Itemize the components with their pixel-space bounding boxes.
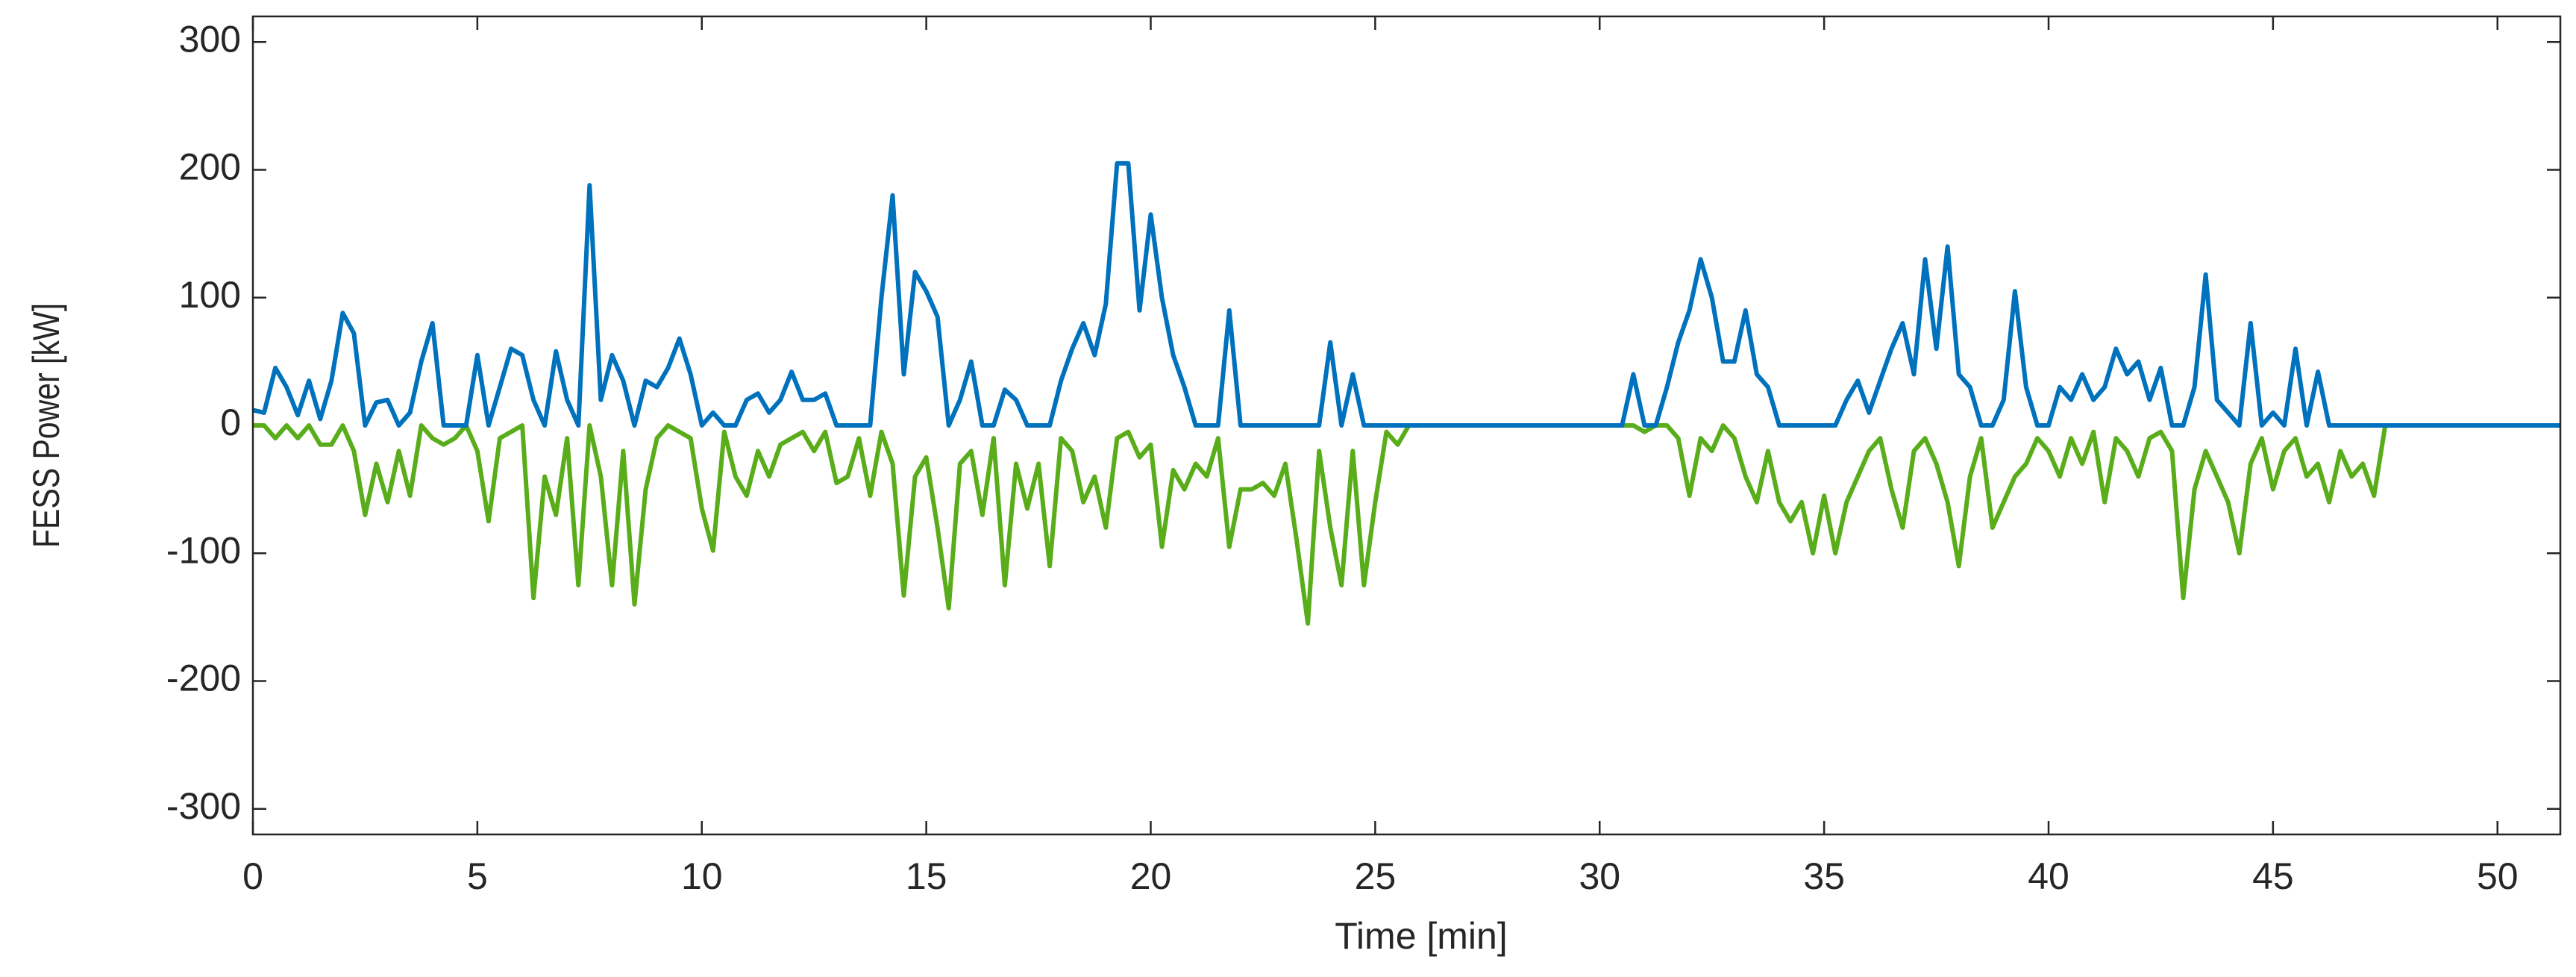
x-tick-label: 30	[1579, 855, 1620, 897]
x-tick-label: 35	[1803, 855, 1845, 897]
x-tick-label: 5	[467, 855, 488, 897]
x-axis-label: Time [min]	[1335, 915, 1508, 957]
x-tick-label: 20	[1130, 855, 1172, 897]
x-tick-label: 10	[681, 855, 723, 897]
y-tick-label: 300	[179, 18, 241, 60]
plot-frame	[251, 15, 2562, 836]
x-tick-label: 50	[2477, 855, 2519, 897]
data-line	[252, 160, 2560, 428]
y-tick-label: -300	[166, 785, 241, 827]
x-tick-label: 25	[1355, 855, 1397, 897]
y-tick-label: 200	[179, 146, 241, 188]
y-axis-label: FESS Power [kW]	[25, 303, 67, 548]
data-line	[253, 423, 2388, 626]
y-tick-label: 100	[179, 274, 241, 316]
y-tick-label: -100	[166, 529, 241, 571]
x-tick-label: 45	[2252, 855, 2294, 897]
x-tick-label: 15	[906, 855, 947, 897]
y-tick-label: 0	[220, 402, 241, 443]
x-tick-label: 40	[2028, 855, 2069, 897]
y-tick-label: -200	[166, 658, 241, 699]
x-tick-label: 0	[242, 855, 263, 897]
